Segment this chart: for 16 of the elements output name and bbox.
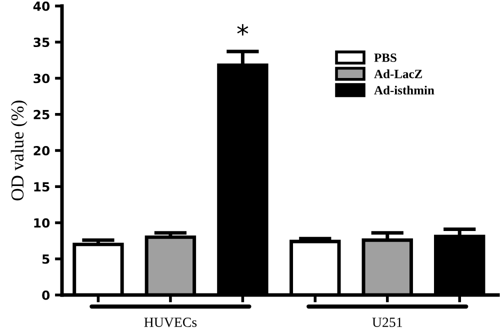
y-tick-label: 0: [42, 290, 50, 300]
y-tick-label: 30: [34, 74, 50, 84]
y-tick-label: 35: [34, 38, 50, 48]
y-tick-label: 20: [34, 146, 50, 156]
y-tick-label: 5: [42, 254, 50, 264]
y-tick-label: 10: [34, 218, 50, 228]
legend-label: Ad-LacZ: [374, 69, 422, 78]
legend-label: PBS: [374, 54, 396, 62]
annotation: *: [237, 24, 248, 36]
y-tick-label: 15: [34, 182, 50, 192]
y-tick-label: 40: [33, 1, 50, 11]
y-tick-label: 25: [34, 110, 50, 120]
legend-label: Ad-isthmin: [374, 86, 434, 94]
x-tick-label: U251: [372, 318, 402, 327]
x-tick-label: HUVECs: [144, 318, 197, 328]
y-axis-title: OD value (%): [10, 100, 28, 200]
